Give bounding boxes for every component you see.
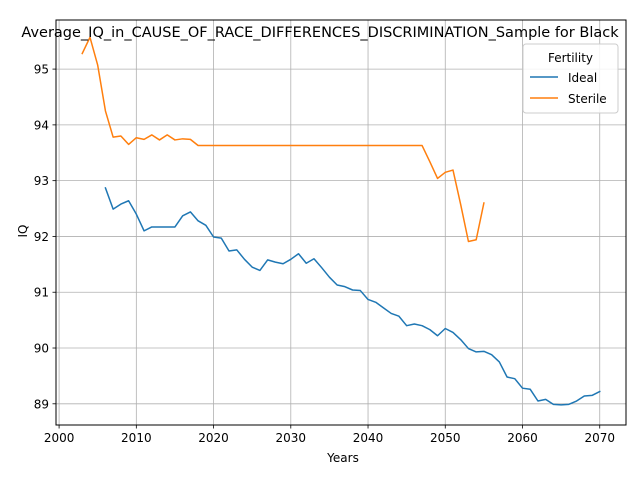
legend-label-sterile: Sterile	[568, 92, 607, 106]
y-axis-label: IQ	[16, 225, 30, 238]
y-tick-label: 89	[34, 397, 49, 411]
series-line-ideal	[104, 186, 601, 406]
axis-ticks: 2000 2010 2020 2030 2040 2050 2060 2070 89 90 91 92…	[34, 63, 615, 445]
legend-box	[522, 43, 619, 114]
x-tick-label: 2000	[44, 431, 75, 445]
x-tick-label: 2070	[584, 431, 615, 445]
x-tick-label: 2010	[121, 431, 152, 445]
x-tick-label: 2050	[430, 431, 461, 445]
y-tick-label: 92	[34, 230, 49, 244]
legend: Fertility Ideal Sterile	[522, 43, 619, 114]
x-axis-label: Years	[326, 451, 359, 465]
plot-frame	[55, 19, 627, 426]
y-tick-label: 94	[34, 118, 49, 132]
legend-title: Fertility	[548, 51, 593, 65]
x-tick-label: 2030	[276, 431, 307, 445]
y-tick-label: 91	[34, 286, 49, 300]
legend-label-ideal: Ideal	[568, 71, 597, 85]
x-tick-label: 2060	[507, 431, 538, 445]
series-line-sterile	[81, 36, 485, 243]
series-lines	[81, 36, 601, 406]
y-tick-label: 95	[34, 63, 49, 77]
x-tick-label: 2020	[198, 431, 229, 445]
chart-title: Average_IQ_in_CAUSE_OF_RACE_DIFFERENCES_…	[21, 25, 619, 41]
x-tick-label: 2040	[353, 431, 384, 445]
y-tick-label: 90	[34, 342, 49, 356]
y-tick-label: 93	[34, 174, 49, 188]
